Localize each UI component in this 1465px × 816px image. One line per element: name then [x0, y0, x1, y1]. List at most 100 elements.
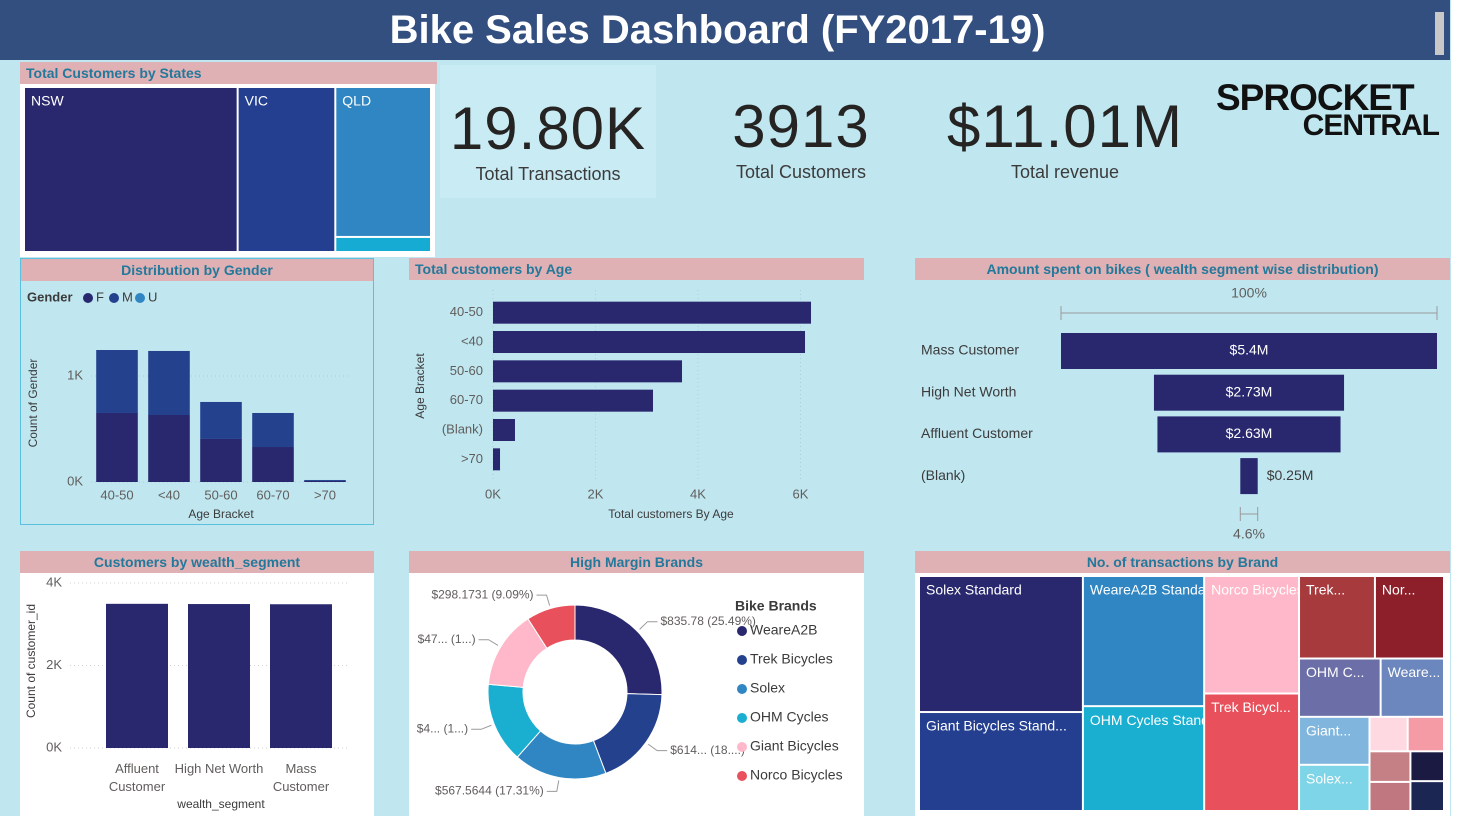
treemap-cell [920, 713, 1082, 810]
leader-line [639, 621, 658, 630]
data-label: $2.63M [1226, 425, 1273, 441]
legend-marker [737, 771, 747, 781]
legend-marker [737, 742, 747, 752]
x-axis-title: Total customers By Age [608, 507, 734, 521]
x-tick-label: 40-50 [100, 487, 133, 502]
treemap-cell [1408, 717, 1443, 751]
kpi: $11.01M Total revenue [937, 94, 1193, 184]
kpi-label: Total Transactions [475, 164, 621, 184]
treemap-label: QLD [342, 93, 371, 109]
title-bar: Bike Sales Dashboard (FY2017-19) [0, 0, 1450, 60]
category-label: (Blank) [921, 467, 965, 483]
y-tick-label: >70 [461, 451, 483, 466]
kpi: 19.80K Total Transactions [440, 96, 656, 186]
treemap-label: NSW [31, 93, 64, 109]
x-tick-box: High Net Worth [174, 761, 264, 776]
y-tick-label: 0K [67, 473, 83, 488]
y-tick-label: 2K [46, 657, 62, 672]
treemap-label: Giant... [1306, 723, 1351, 739]
bar-segment [252, 447, 294, 482]
x-tick-label: 50-60 [204, 487, 237, 502]
bar [270, 604, 332, 748]
category-label: High Net Worth [921, 383, 1016, 399]
treemap-label: Weare... [1388, 664, 1441, 680]
panel: Total Customers by States NSW VIC QLD [20, 62, 437, 257]
panel: Customers by wealth_segment 0K 2K 4K Afflue… [20, 551, 374, 816]
treemap-cell [336, 88, 430, 236]
panel: Amount spent on bikes ( wealth segment w… [915, 258, 1450, 545]
leader-line [471, 724, 492, 730]
bar-segment [148, 414, 190, 482]
x-tick-label: Affluent Customer [108, 761, 166, 794]
treemap-label: Giant Bicycles Stand... [926, 718, 1067, 734]
treemap-cell [25, 88, 237, 251]
funnel-bar [1240, 458, 1258, 495]
bar-segment [200, 401, 242, 439]
x-tick-label: 0K [485, 486, 501, 501]
legend-marker [737, 713, 747, 723]
x-tick-label: High Net Worth [174, 761, 264, 776]
x-tick-label: 2K [588, 486, 604, 501]
legend-label: WeareA2B [750, 622, 817, 638]
funnel-bar [1061, 333, 1437, 369]
legend-label: Giant Bicycles [750, 738, 839, 754]
leader-line [478, 639, 499, 646]
treemap-cell [1370, 752, 1410, 781]
dashboard-title: Bike Sales Dashboard (FY2017-19) [389, 8, 1046, 52]
data-label: $5.4M [1230, 342, 1269, 358]
bar [188, 604, 250, 748]
treemap-cell [1411, 782, 1443, 810]
panel-title: High Margin Brands [409, 551, 864, 573]
treemap-cell [336, 237, 430, 251]
legend-label: F [96, 289, 104, 304]
bar-segment [304, 479, 346, 481]
chart: 0K 2K 4K 6K 40-50 <40 50-60 60-70 (Blank) >70 Tota… [413, 290, 812, 521]
treemap-cell [1300, 765, 1369, 810]
treemap-cell [1300, 717, 1369, 764]
treemap-cell [1205, 694, 1299, 810]
panel: No. of transactions by Brand Solex Stand… [915, 551, 1450, 816]
percent-label: 100% [1231, 285, 1267, 301]
legend-marker [737, 626, 747, 636]
kpi-label: Total Customers [735, 162, 867, 182]
bar-segment [96, 350, 138, 413]
bar [493, 448, 501, 471]
chart: NSW VIC QLD [20, 84, 437, 257]
bar [106, 603, 168, 748]
legend-label: Trek Bicycles [750, 651, 833, 667]
treemap-label: OHM C... [1306, 664, 1364, 680]
legend-marker [737, 684, 747, 694]
bar [493, 389, 654, 412]
treemap-cell [1205, 577, 1299, 693]
funnel-bar [1153, 374, 1345, 411]
y-axis-title: Count of Gender [26, 359, 40, 448]
panel-title: Amount spent on bikes ( wealth segment w… [915, 258, 1450, 280]
treemap-label: VIC [245, 93, 268, 109]
y-tick-label: 4K [46, 574, 62, 589]
legend-title: Gender [27, 289, 73, 304]
legend-label: Norco Bicycles [750, 767, 843, 783]
kpi: 3913 Total Customers [693, 94, 909, 184]
kpi-card [440, 65, 656, 198]
panel: Distribution by Gender 0K 1K Gender F M U 40-5… [20, 258, 374, 525]
data-label: $567.5644 (17.31%) [435, 784, 544, 798]
y-axis-title: Age Bracket [413, 353, 427, 419]
data-label: $4... (1...) [417, 721, 468, 735]
y-tick-label: 0K [46, 739, 62, 754]
y-tick-label: 50-60 [450, 363, 483, 378]
data-label: $835.78 (25.49%) [661, 614, 756, 628]
leader-line [546, 780, 560, 792]
kpi-value: $11.01M [946, 93, 1184, 160]
bar-segment [148, 350, 190, 415]
legend-marker [737, 655, 747, 665]
data-label: $47... (1...) [418, 632, 476, 646]
donut-slice [574, 604, 663, 696]
x-tick-box: Affluent Customer [108, 761, 166, 794]
treemap-cell [920, 577, 1082, 712]
scrollbar[interactable] [1435, 12, 1444, 55]
logo-line: CENTRAL [1302, 109, 1440, 142]
bar [493, 419, 515, 441]
x-tick-label: 60-70 [256, 487, 289, 502]
donut-slice [527, 604, 576, 649]
